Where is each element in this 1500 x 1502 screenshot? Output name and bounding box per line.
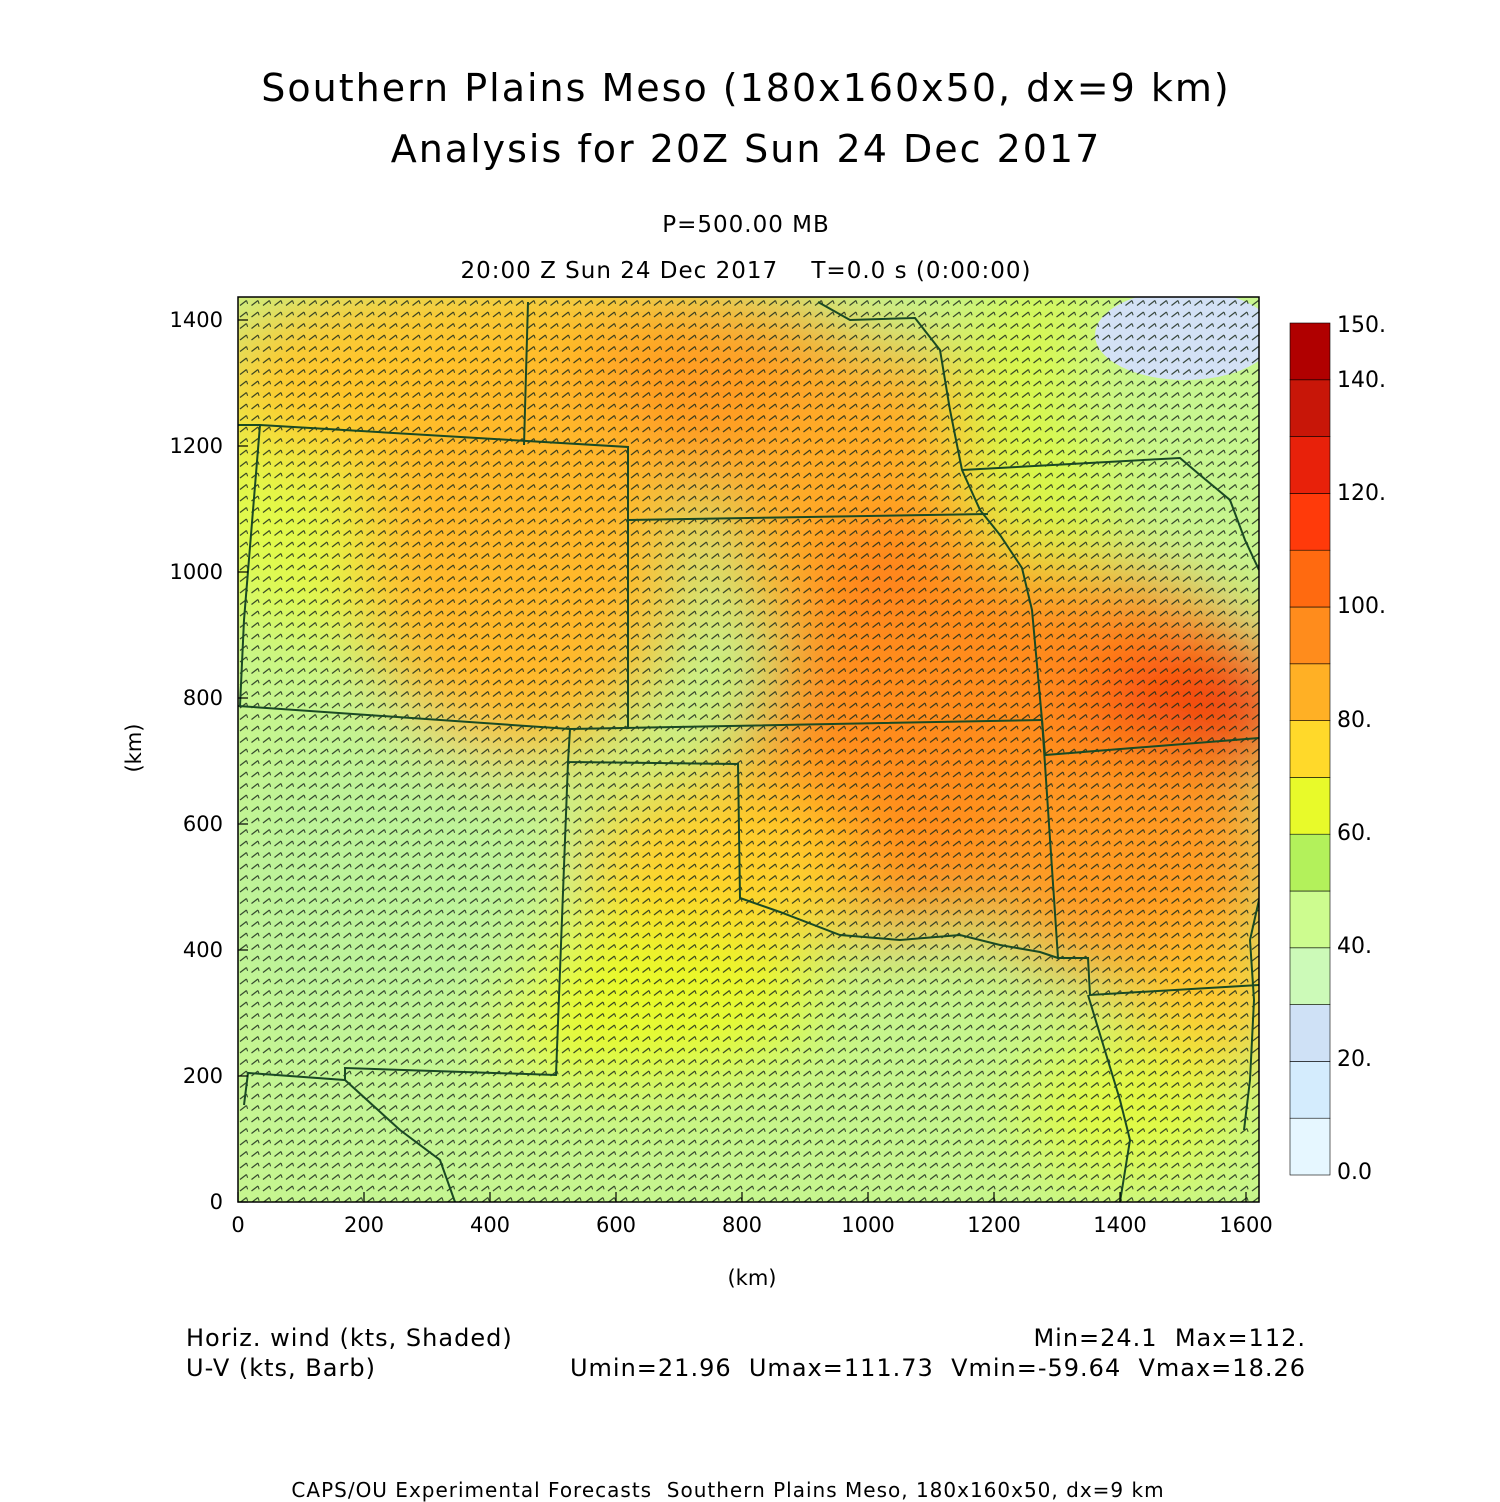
colorbar-label: 100. (1337, 594, 1386, 619)
colorbar-label: 20. (1337, 1047, 1372, 1072)
y-tick-label: 1200 (169, 434, 223, 458)
colorbar-segment (1289, 833, 1331, 892)
colorbar-segment (1289, 436, 1331, 494)
colorbar-segment (1289, 1061, 1331, 1119)
colorbar-label: 150. (1337, 313, 1386, 338)
pressure-level: P=500.00 MB (662, 212, 830, 238)
y-tick-label: 0 (209, 1190, 223, 1214)
y-tick-label: 1000 (169, 560, 223, 584)
colorbar-segment (1289, 606, 1331, 665)
x-tick-label: 1600 (1219, 1213, 1273, 1237)
footer-credit: CAPS/OU Experimental Forecasts Southern … (291, 1478, 1165, 1502)
x-tick-label: 1400 (1093, 1213, 1147, 1237)
state-boundaries (238, 301, 1259, 1202)
colorbar-label: 80. (1337, 708, 1372, 733)
x-tick-label: 200 (343, 1213, 385, 1237)
x-tick-label: 0 (231, 1213, 245, 1237)
colorbar-label: 60. (1337, 821, 1372, 846)
map-title-line1: Southern Plains Meso (180x160x50, dx=9 k… (261, 66, 1231, 110)
colorbar-segment (1289, 493, 1331, 551)
x-tick-label: 400 (469, 1213, 511, 1237)
x-tick-label: 600 (595, 1213, 637, 1237)
min-max-readout: Min=24.1 Max=112. (1033, 1324, 1306, 1352)
colorbar-segment (1289, 663, 1331, 721)
colorbar-segment (1289, 890, 1331, 949)
colorbar-segment (1289, 947, 1331, 1005)
shaded-field-legend: Horiz. wind (kts, Shaded) (186, 1324, 513, 1352)
y-tick-label: 600 (182, 812, 223, 836)
colorbar-segment (1289, 1004, 1331, 1062)
y-tick-label: 800 (182, 686, 223, 710)
colorbar-segment (1289, 322, 1331, 381)
valid-time: 20:00 Z Sun 24 Dec 2017 T=0.0 s (0:00:00… (460, 258, 1032, 284)
colorbar-label: 120. (1337, 481, 1386, 506)
barb-field-legend: U-V (kts, Barb) (186, 1354, 376, 1382)
y-tick-label: 200 (182, 1064, 223, 1088)
y-axis-label: (km) (122, 723, 146, 773)
x-tick-label: 800 (721, 1213, 763, 1237)
y-tick-label: 400 (182, 938, 223, 962)
colorbar-label: 140. (1337, 368, 1386, 393)
colorbar-label: 0.0 (1337, 1160, 1372, 1185)
colorbar-label: 40. (1337, 934, 1372, 959)
axis-tick-marks (237, 319, 1247, 1203)
colorbar (1289, 322, 1331, 1176)
wind-speed-shading (238, 297, 1259, 1202)
colorbar-segment (1289, 549, 1331, 608)
colorbar-segment (1289, 777, 1331, 835)
y-tick-label: 1400 (169, 308, 223, 332)
x-axis-label: (km) (727, 1266, 777, 1290)
uv-min-max-readout: Umin=21.96 Umax=111.73 Vmin=-59.64 Vmax=… (569, 1354, 1306, 1382)
map-title-line2: Analysis for 20Z Sun 24 Dec 2017 (390, 127, 1102, 171)
x-tick-label: 1000 (841, 1213, 895, 1237)
colorbar-segment (1289, 1117, 1331, 1176)
colorbar-segment (1289, 379, 1331, 437)
x-tick-label: 1200 (967, 1213, 1021, 1237)
colorbar-segment (1289, 720, 1331, 778)
plot-frame (237, 296, 1260, 1203)
